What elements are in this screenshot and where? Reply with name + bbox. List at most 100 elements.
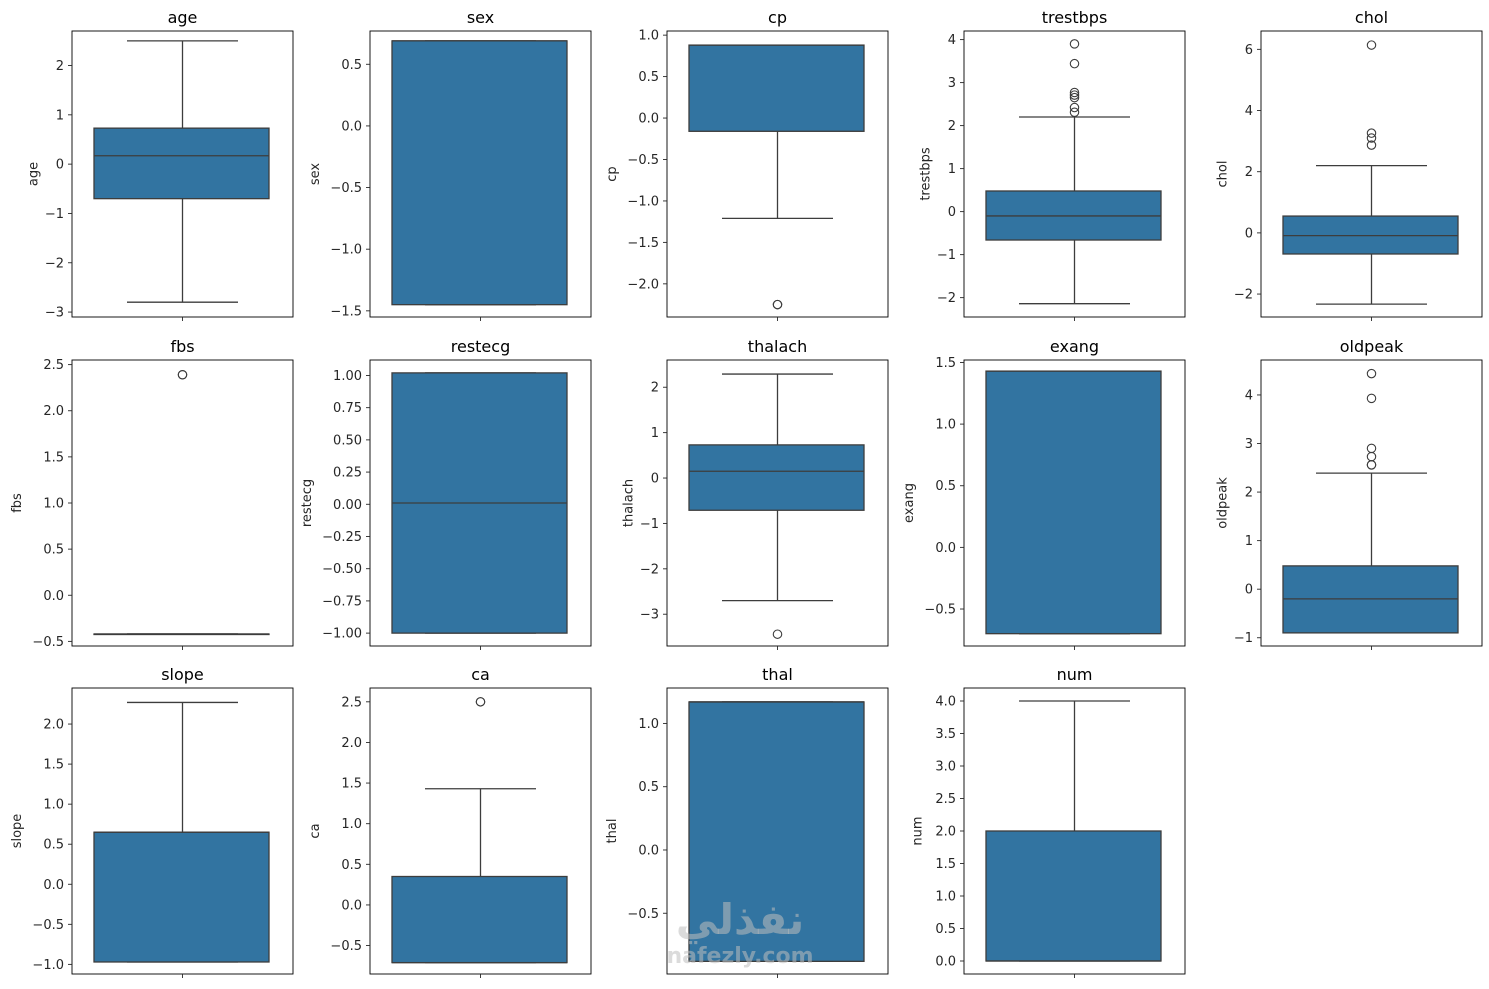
y-tick-label: 2 bbox=[948, 119, 956, 134]
y-tick-label: 3 bbox=[948, 76, 956, 91]
y-tick-label: 0 bbox=[56, 158, 64, 173]
y-tick-label: −0.5 bbox=[32, 918, 64, 933]
y-tick-label: 2.0 bbox=[43, 718, 64, 733]
y-tick-label: −0.50 bbox=[322, 562, 362, 577]
y-tick-label: 2.0 bbox=[341, 736, 362, 751]
y-axis-label: chol bbox=[1216, 161, 1231, 188]
y-tick-label: 1.0 bbox=[43, 798, 64, 813]
outlier-point bbox=[177, 370, 188, 380]
box-iqr bbox=[985, 830, 1162, 962]
y-axis-label: cp bbox=[605, 166, 620, 181]
y-tick-label: 0 bbox=[948, 205, 956, 220]
y-tick-label: 0.5 bbox=[341, 58, 362, 73]
y-tick-label: 1.0 bbox=[638, 717, 659, 732]
y-tick-label: 1 bbox=[948, 162, 956, 177]
y-tick-label: −2 bbox=[937, 291, 956, 306]
y-tick-label: 4 bbox=[948, 33, 956, 48]
y-tick-label: 1.0 bbox=[935, 418, 956, 433]
y-tick-label: 2 bbox=[651, 381, 659, 396]
y-tick-label: −2 bbox=[45, 256, 64, 271]
y-tick-label: 3.0 bbox=[935, 760, 956, 775]
outlier-point bbox=[475, 697, 486, 707]
subplot-cp: −2.0 −1.5 −1.0 −0.5 0.0 0.5 1.0 cp cp bbox=[605, 8, 889, 321]
y-tick-label: 2.5 bbox=[341, 695, 362, 710]
y-tick-label: −1 bbox=[45, 207, 64, 222]
y-tick-label: 4.0 bbox=[935, 695, 956, 710]
subplot-title: thal bbox=[762, 665, 793, 684]
subplot-restecg: −1.00 −0.75 −0.50 −0.25 0.00 0.25 0.50 0.75 1.00… bbox=[300, 337, 592, 650]
y-axis-label: exang bbox=[902, 483, 917, 523]
y-tick-label: 0.0 bbox=[43, 589, 64, 604]
subplot-title: exang bbox=[1050, 337, 1099, 356]
subplot-title: thalach bbox=[748, 337, 807, 356]
y-tick-label: −0.5 bbox=[330, 939, 362, 954]
y-tick-label: −1.0 bbox=[32, 958, 64, 973]
y-tick-label: −3 bbox=[45, 306, 64, 321]
subplot-title: chol bbox=[1355, 8, 1388, 27]
y-tick-label: 1.0 bbox=[43, 497, 64, 512]
outlier-point bbox=[1069, 58, 1080, 69]
subplot-title: sex bbox=[467, 8, 494, 27]
y-tick-label: 0 bbox=[1245, 583, 1253, 598]
y-tick-label: 2 bbox=[1245, 165, 1253, 180]
y-tick-label: 0.5 bbox=[43, 838, 64, 853]
subplot-title: fbs bbox=[170, 337, 194, 356]
outlier-point bbox=[1366, 128, 1377, 138]
y-tick-label: 0.0 bbox=[341, 119, 362, 134]
y-tick-label: 0.5 bbox=[935, 922, 956, 937]
y-tick-label: 4 bbox=[1245, 104, 1253, 119]
y-tick-label: −0.5 bbox=[32, 635, 64, 650]
y-tick-label: 0.5 bbox=[43, 543, 64, 558]
y-tick-label: 1 bbox=[56, 108, 64, 123]
y-tick-label: −0.5 bbox=[330, 181, 362, 196]
y-tick-label: −0.75 bbox=[322, 594, 362, 609]
y-tick-label: −2.0 bbox=[627, 277, 659, 292]
outlier-point bbox=[1366, 133, 1377, 143]
y-tick-label: 0.25 bbox=[333, 466, 362, 481]
y-tick-label: 1.5 bbox=[935, 857, 956, 872]
outlier-point bbox=[1069, 92, 1080, 103]
outlier-point bbox=[1366, 40, 1377, 50]
y-axis-label: fbs bbox=[10, 493, 25, 513]
y-axis-label: restecg bbox=[300, 479, 315, 527]
box-iqr bbox=[93, 831, 270, 963]
y-tick-label: 0 bbox=[1245, 226, 1253, 241]
subplot-title: num bbox=[1057, 665, 1093, 684]
y-tick-label: 0.75 bbox=[333, 401, 362, 416]
subplot-age: −3 −2 −1 0 1 2 age age bbox=[27, 8, 294, 321]
outlier-point bbox=[1069, 87, 1080, 98]
y-tick-label: 3.5 bbox=[935, 727, 956, 742]
y-tick-label: −1.5 bbox=[627, 236, 659, 251]
y-tick-label: 0.0 bbox=[638, 112, 659, 127]
y-tick-label: 0 bbox=[651, 472, 659, 487]
y-tick-label: −2 bbox=[1234, 288, 1253, 303]
y-axis-label: thal bbox=[605, 819, 620, 844]
y-tick-label: −0.5 bbox=[627, 153, 659, 168]
y-tick-label: 0.5 bbox=[341, 858, 362, 873]
y-tick-label: 1.0 bbox=[341, 817, 362, 832]
subplot-chol: −2 0 2 4 6 chol chol bbox=[1216, 8, 1483, 321]
y-tick-label: 1.0 bbox=[638, 29, 659, 44]
outlier-point bbox=[1069, 102, 1080, 113]
subplot-sex: −1.5 −1.0 −0.5 0.0 0.5 sex sex bbox=[308, 8, 592, 321]
y-tick-label: −1.0 bbox=[330, 243, 362, 258]
y-tick-label: 0.50 bbox=[333, 433, 362, 448]
y-tick-label: 1.00 bbox=[333, 369, 362, 384]
outlier-point bbox=[1069, 90, 1080, 100]
outlier-point bbox=[772, 299, 783, 310]
y-tick-label: −1 bbox=[937, 248, 956, 263]
y-tick-label: 1.5 bbox=[43, 758, 64, 773]
axes-frame bbox=[71, 359, 294, 647]
y-tick-label: 2 bbox=[1245, 486, 1253, 501]
y-axis-label: oldpeak bbox=[1216, 477, 1231, 529]
y-axis-label: slope bbox=[10, 814, 25, 849]
box-iqr bbox=[688, 444, 865, 511]
box-iqr bbox=[93, 127, 270, 200]
y-tick-label: 2.0 bbox=[43, 404, 64, 419]
y-tick-label: 1.5 bbox=[935, 356, 956, 371]
outlier-point bbox=[772, 629, 783, 639]
y-tick-label: −3 bbox=[640, 608, 659, 623]
subplot-exang: −0.5 0.0 0.5 1.0 1.5 exang exang bbox=[902, 337, 1186, 650]
subplot-slope: −1.0 −0.5 0.0 0.5 1.0 1.5 2.0 slope slope bbox=[10, 665, 294, 978]
y-tick-label: 0.0 bbox=[43, 878, 64, 893]
